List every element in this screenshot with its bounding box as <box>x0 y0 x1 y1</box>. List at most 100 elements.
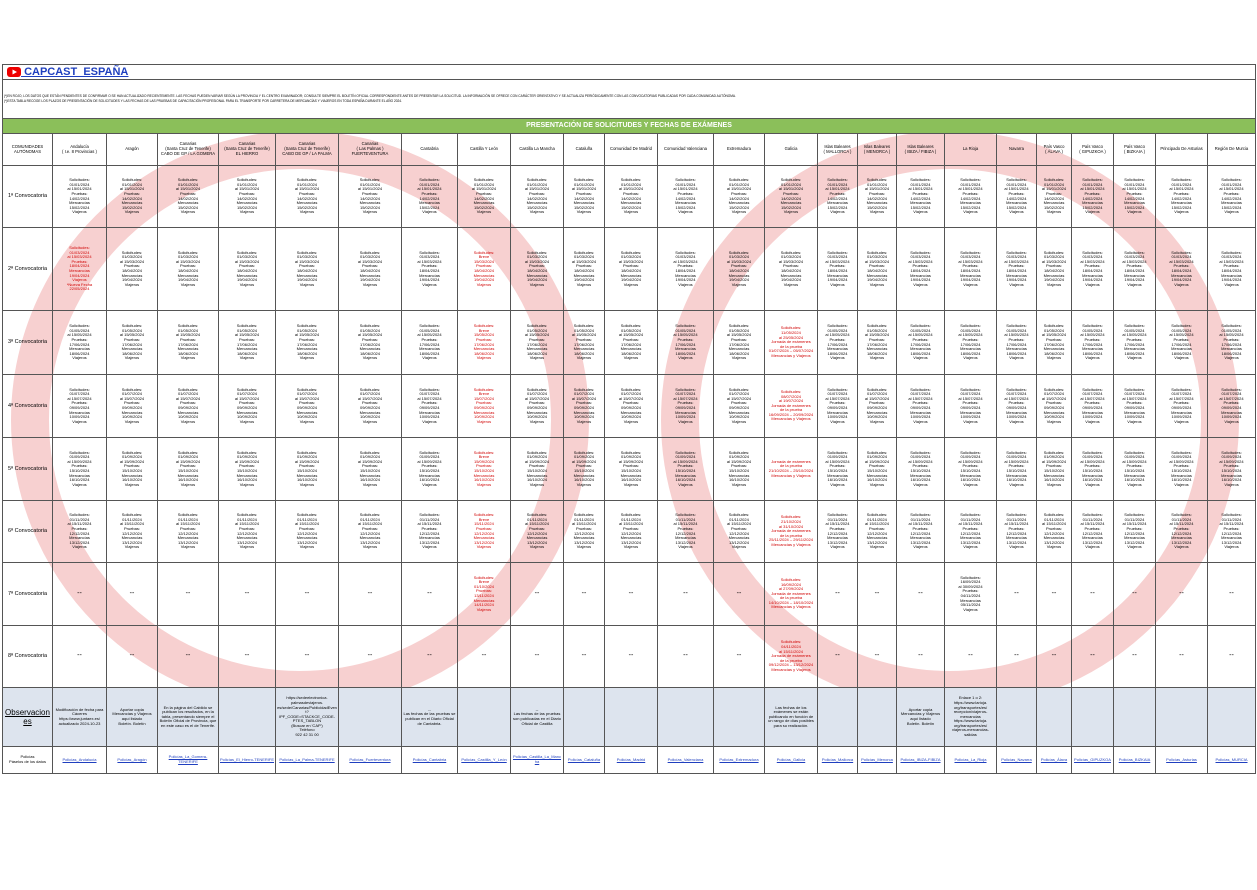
police-link[interactable]: Policías_Castilla_Y_León <box>461 756 507 762</box>
police-cell: Policías_La_Rioja <box>944 746 997 774</box>
schedule-cell: Solicitudes: 01/11/2024 al 15/11/2024 Pr… <box>401 500 458 563</box>
schedule-cell: -- <box>1206 625 1257 688</box>
column-header: Canarias (Santa Cruz de Tenerife) EL HIE… <box>218 133 276 166</box>
schedule-cell: Solicitudes: 01/03/2024 al 15/03/2024 Pr… <box>1036 227 1072 311</box>
schedule-cell: -- <box>275 625 339 688</box>
schedule-cell: Solicitudes: 01/01/2024 al 15/01/2024 Pr… <box>275 165 339 228</box>
schedule-cell: Solicitudes: 01/05/2024 al 15/05/2024 Pr… <box>1206 310 1257 375</box>
row-label: 4ª Convocatoria <box>2 374 53 438</box>
police-link[interactable]: Policías_Álava <box>1040 756 1068 762</box>
schedule-cell: Solicitudes: 01/07/2024 al 15/07/2024 Pr… <box>157 374 219 438</box>
police-link[interactable]: Policías_La_Rioja <box>954 756 987 762</box>
police-link[interactable]: Policías_Madrid <box>616 756 646 762</box>
police-link[interactable]: Policías_Valenciana <box>667 756 704 762</box>
schedule-cell: Solicitudes: 01/11/2024 al 15/11/2024 Pr… <box>1036 500 1072 563</box>
schedule-cell: -- <box>52 562 107 626</box>
schedule-cell: Solicitudes: 01/09/2024 al 15/09/2024 Pr… <box>1113 437 1156 501</box>
schedule-cell: Solicitudes: 01/09/2024 al 15/09/2024 Pr… <box>857 437 897 501</box>
column-header: País Vasco ( GIPUZKOA ) <box>1071 133 1114 166</box>
schedule-cell: Solicitudes: 01/11/2024 al 15/11/2024 Pr… <box>657 500 714 563</box>
police-link[interactable]: Policías_Menorca <box>861 756 893 762</box>
row-label: 3ª Convocatoria <box>2 310 53 375</box>
schedule-cell: -- <box>1071 625 1114 688</box>
police-link[interactable]: Policías_Cataluña <box>567 756 601 762</box>
police-link[interactable]: Policías_Andalucía <box>62 756 97 762</box>
schedule-cell: Solicitudes: 01/01/2024 al 15/01/2024 Pr… <box>857 165 897 228</box>
police-cell: Policías_BIZKAIA <box>1113 746 1156 774</box>
schedule-cell: Solicitudes: 01/01/2024 al 15/01/2024 Pr… <box>1113 165 1156 228</box>
schedule-cell: Solicitudes: 01/05/2024 al 15/05/2024 Pr… <box>896 310 945 375</box>
schedule-cell: Solicitudes: 01/01/2024 al 15/01/2024 Pr… <box>1071 165 1114 228</box>
schedule-cell: -- <box>657 625 714 688</box>
observation-cell <box>713 687 765 747</box>
schedule-cell: -- <box>857 562 897 626</box>
schedule-cell: Solicitudes: 01/01/2024 al 15/01/2024 Pr… <box>157 165 219 228</box>
schedule-cell: Solicitudes: 01/01/2024 al 15/01/2024 Pr… <box>996 165 1037 228</box>
schedule-cell: -- <box>996 625 1037 688</box>
schedule-cell: -- <box>896 562 945 626</box>
schedule-cell: Solicitudes: 01/11/2024 al 15/11/2024 Pr… <box>338 500 402 563</box>
schedule-cell: Solicitudes: 01/07/2024 al 15/07/2024 Pr… <box>338 374 402 438</box>
police-link[interactable]: Policías_La_Gomera-TENERIFE <box>168 754 208 764</box>
schedule-cell: Solicitudes: 01/07/2024 al 15/07/2024 Pr… <box>857 374 897 438</box>
schedule-cell: -- <box>401 625 458 688</box>
schedule-cell: Solicitudes: 01/03/2024 al 15/03/2024 Pr… <box>1206 227 1257 311</box>
police-link[interactable]: Policías_Asturias <box>1166 756 1197 762</box>
observation-cell: Las fechas de los exámenes se están publ… <box>764 687 818 747</box>
schedule-cell: -- <box>157 562 219 626</box>
schedule-cell: Solicitudes: 01/03/2024 al 15/03/2024 Pr… <box>401 227 458 311</box>
police-link[interactable]: Policías_Castilla_La_Mancha <box>512 754 562 764</box>
schedule-cell: Solicitudes: 01/09/2024 al 15/09/2024 Pr… <box>157 437 219 501</box>
convocatoria-row: 5ª Convocatoria Solicitudes: 01/09/2024 a… <box>2 437 1257 501</box>
police-link[interactable]: Policías_BIZKAIA <box>1118 756 1151 762</box>
schedule-cell: Solicitudes: 01/09/2024 al 15/09/2024 Pr… <box>713 437 765 501</box>
police-cell: Policías_La_Palma-TENERIFE <box>275 746 339 774</box>
police-cell: Policías_MURCIA <box>1206 746 1257 774</box>
police-link[interactable]: Policías_MURCIA <box>1215 756 1248 762</box>
schedule-cell: Solicitudes: 01/09/2024 al 15/09/2024 Pr… <box>218 437 276 501</box>
schedule-cell: Solicitudes: 01/03/2024 al 15/03/2024 Pr… <box>106 227 158 311</box>
schedule-cell: Solicitudes: 01/03/2024 al 15/03/2024 Pr… <box>944 227 997 311</box>
schedule-cell: Solicitudes: 01/01/2024 al 15/01/2024 Pr… <box>896 165 945 228</box>
schedule-cell: Solicitudes: 01/01/2024 al 15/01/2024 Pr… <box>944 165 997 228</box>
column-header: Comunidad De Madrid <box>604 133 658 166</box>
police-link[interactable]: Policías_Extremadura <box>719 756 759 762</box>
police-link[interactable]: Policías_Fuerteventura <box>349 756 391 762</box>
police-link[interactable]: Policías_El_Hierro-TENERIFE <box>220 756 275 762</box>
police-link[interactable]: Policías_Navarra <box>1001 756 1032 762</box>
schedule-cell: Solicitudes: 01/03/2024 al 15/03/2024 Pr… <box>713 227 765 311</box>
police-link[interactable]: Policías_Aragón <box>117 756 147 762</box>
schedule-cell: Solicitudes: 01/11/2024 al 15/11/2024 Pr… <box>275 500 339 563</box>
schedule-cell: -- <box>106 562 158 626</box>
schedule-cell: Solicitudes: 01/03/2024 al 15/03/2024 Pr… <box>338 227 402 311</box>
schedule-cell: Solicitudes: 01/09/2024 al 15/09/2024 Pr… <box>1036 437 1072 501</box>
schedule-cell: -- <box>996 562 1037 626</box>
police-link[interactable]: Policías_Mallorca <box>821 756 854 762</box>
schedule-cell: Solicitudes: 01/11/2024 al 15/11/2024 Pr… <box>944 500 997 563</box>
schedule-cell: -- <box>604 625 658 688</box>
police-link[interactable]: Policías_La_Palma-TENERIFE <box>279 756 335 762</box>
police-link[interactable]: Policías_GIPUZKOA <box>1074 756 1111 762</box>
column-header: Islas Baleares ( IBIZA / FIBIZA ) <box>896 133 945 166</box>
table-title: PRESENTACIÓN DE SOLICITUDES Y FECHAS DE … <box>1 118 1257 134</box>
schedule-cell: -- <box>1155 562 1208 626</box>
schedule-cell: Solicitudes: 01/09/2024 al 15/09/2024 Pr… <box>52 437 107 501</box>
column-header: Principado De Asturias <box>1155 133 1208 166</box>
schedule-cell: Solicitudes: 08/07/2024 al 19/07/2024 Jo… <box>764 374 818 438</box>
police-cell: Policías_Castilla_La_Mancha <box>510 746 564 774</box>
police-link[interactable]: Policías_Cantabria <box>412 756 447 762</box>
schedule-cell: Solicitudes: 01/05/2024 al 15/05/2024 Pr… <box>510 310 564 375</box>
observation-cell: -- Las fechas de las pruebas se publican… <box>401 687 458 747</box>
schedule-cell: Solicitudes: 01/01/2024 al 15/01/2024 Pr… <box>817 165 858 228</box>
sheet: CAPCAST_ESPAÑA (*)EN ROJO, LOS DATOS QUE… <box>1 64 1257 774</box>
convocatoria-row: 3ª Convocatoria Solicitudes: 01/05/2024 a… <box>2 310 1257 375</box>
schedule-cell: -- <box>657 562 714 626</box>
police-link[interactable]: Policías_Galicia <box>776 756 806 762</box>
schedule-cell: -- <box>817 562 858 626</box>
observation-cell <box>604 687 658 747</box>
schedule-cell: -- <box>106 625 158 688</box>
schedule-cell: Solicitudes: 01/07/2024 al 15/07/2024 Pr… <box>817 374 858 438</box>
police-link[interactable]: Policías_IBIZA-FIBIZA <box>900 756 941 762</box>
observation-cell <box>563 687 605 747</box>
channel-link[interactable]: CAPCAST_ESPAÑA <box>24 65 129 78</box>
